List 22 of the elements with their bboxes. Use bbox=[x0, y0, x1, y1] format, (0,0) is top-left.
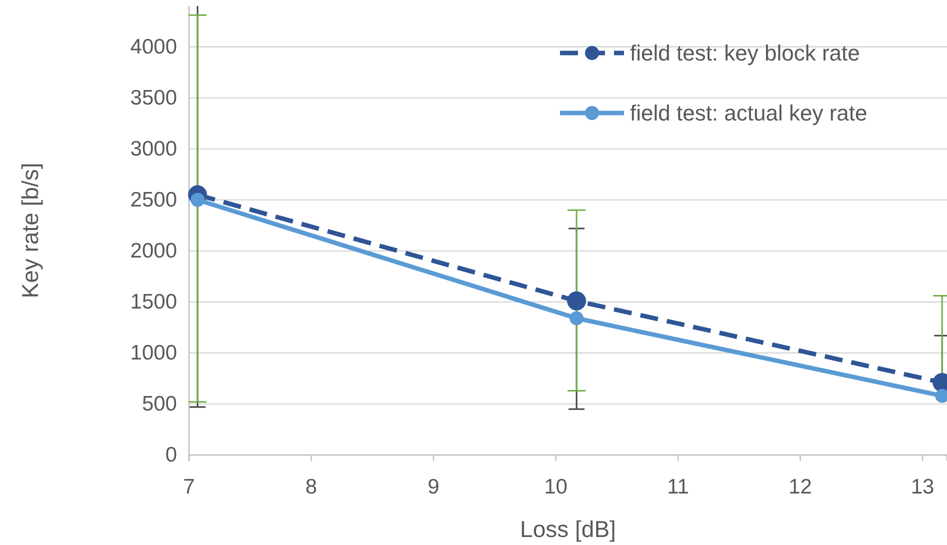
legend-label: field test: actual key rate bbox=[630, 100, 868, 126]
x-tick-label: 11 bbox=[667, 475, 689, 498]
x-tick-label: 8 bbox=[305, 475, 318, 498]
x-tick-label: 7 bbox=[183, 475, 195, 498]
y-tick-label: 3500 bbox=[130, 86, 177, 110]
x-tick-label: 12 bbox=[788, 475, 812, 498]
x-axis-title: Loss [dB] bbox=[520, 516, 616, 542]
y-tick-label: 4000 bbox=[130, 36, 177, 59]
y-tick-label: 1500 bbox=[130, 290, 177, 314]
x-tick-label: 10 bbox=[544, 475, 568, 498]
y-axis-title: Key rate [b/s] bbox=[17, 162, 43, 298]
y-tick-label: 0 bbox=[165, 444, 177, 467]
point bbox=[570, 311, 584, 326]
legend-label: field test: key block rate bbox=[630, 40, 860, 66]
y-tick-label: 3000 bbox=[130, 138, 177, 161]
y-tick-label: 500 bbox=[142, 392, 177, 416]
y-tick-label: 2500 bbox=[130, 188, 177, 212]
y-tick-label: 1000 bbox=[130, 342, 177, 365]
point bbox=[567, 291, 586, 310]
y-tick-label: 2000 bbox=[130, 240, 177, 263]
x-tick-label: 13 bbox=[910, 475, 934, 498]
x-tick-label: 9 bbox=[428, 475, 440, 498]
